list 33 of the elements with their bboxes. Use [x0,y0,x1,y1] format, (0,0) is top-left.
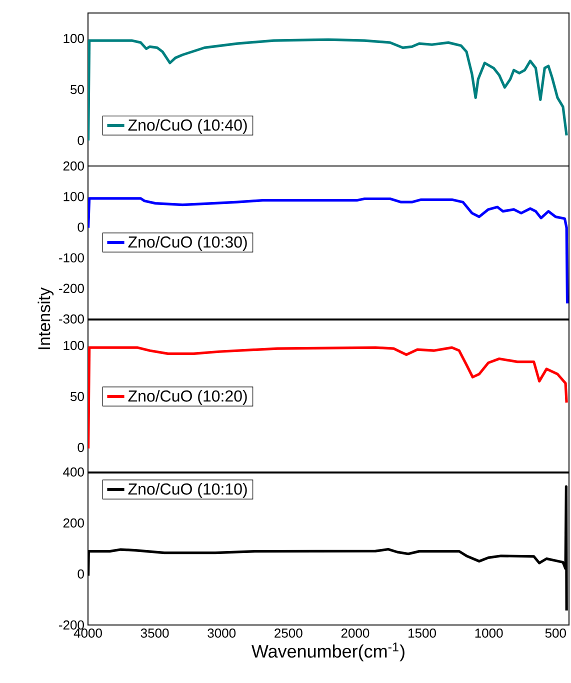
legend-label: Zno/CuO (10:10) [128,482,247,498]
line-series [88,197,569,305]
y-tick-label: 0 [78,136,84,146]
y-tick-label: 100 [64,340,84,350]
x-axis-title: Wavenumber(cm$^{-1}$) [252,642,404,662]
y-tick-label: -200 [59,284,84,293]
x-tick-label: 4000 [74,628,102,638]
x-tick-label: 500 [545,628,566,638]
y-tick-label: 400 [63,467,84,477]
x-tick-label: 1000 [475,628,503,638]
legend-label: Zno/CuO (10:40) [128,119,247,134]
y-tick-label: 0 [78,442,84,452]
y-tick-label: 100 [64,192,84,202]
y-tick-label: 0 [78,569,84,579]
y-tick-label: -200 [59,620,84,630]
y-tick-label: -100 [59,253,84,262]
x-tick-label: 2500 [274,628,302,638]
y-tick-label: 50 [70,392,84,402]
x-tick-label: 2000 [341,628,370,638]
y-tick-label: 200 [63,518,84,528]
x-tick-label: 3000 [208,628,236,638]
legend-label: Zno/CuO (10:30) [128,236,247,251]
y-tick-label: -300 [59,314,84,324]
x-tick-label: 1500 [408,628,436,638]
y-tick-label: 200 [63,161,84,171]
y-tick-label: 0 [78,222,84,232]
line-series [88,38,568,142]
legend-label: Zno/CuO (10:20) [128,390,247,405]
x-tick-label: 3500 [140,628,169,638]
y-tick-label: 50 [70,84,84,94]
line-series [88,346,568,450]
y-axis-title: Intensity [38,287,54,350]
y-tick-label: 100 [64,34,84,44]
